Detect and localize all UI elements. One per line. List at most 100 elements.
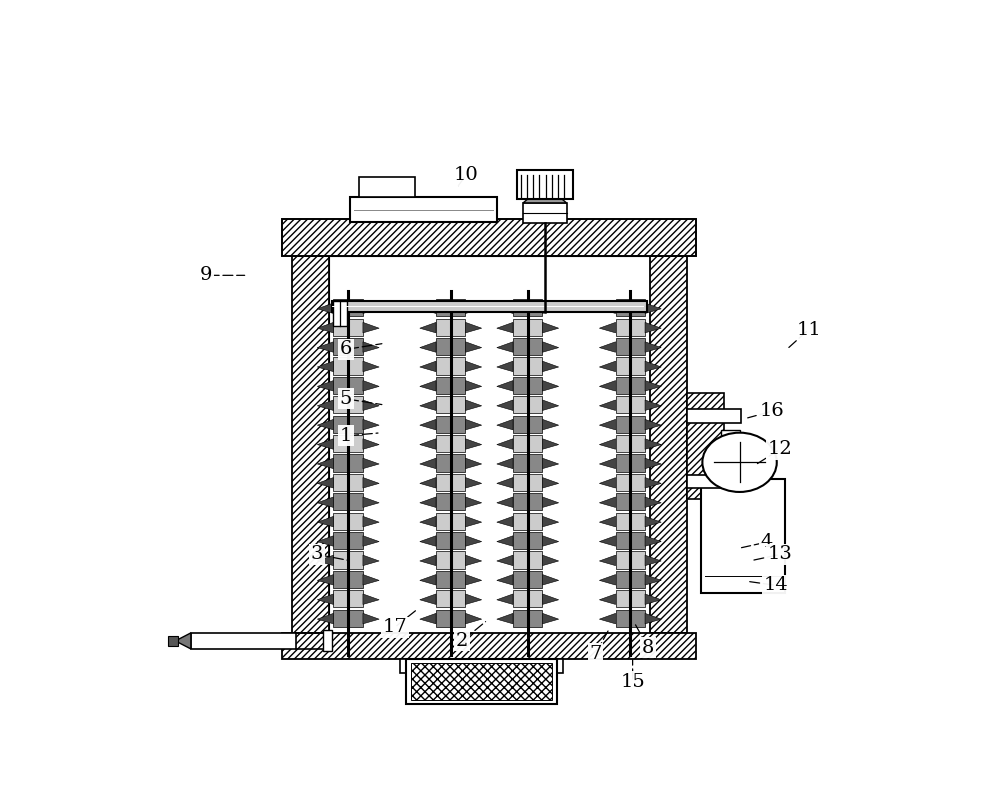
Polygon shape	[645, 458, 661, 468]
Polygon shape	[317, 497, 333, 508]
Polygon shape	[465, 594, 482, 605]
Polygon shape	[599, 614, 616, 624]
Polygon shape	[363, 400, 379, 411]
Bar	[513, 493, 542, 510]
Bar	[517, 170, 573, 199]
Bar	[282, 634, 696, 659]
Polygon shape	[599, 458, 616, 468]
Polygon shape	[317, 303, 333, 314]
Bar	[687, 393, 724, 499]
Polygon shape	[542, 439, 559, 449]
Bar	[616, 299, 645, 316]
Polygon shape	[465, 458, 482, 468]
Bar	[616, 318, 645, 336]
Bar	[616, 377, 645, 394]
Text: 6: 6	[340, 340, 352, 358]
Bar	[436, 377, 465, 394]
Text: 1: 1	[340, 427, 352, 445]
Polygon shape	[317, 516, 333, 527]
Polygon shape	[497, 555, 513, 565]
Polygon shape	[317, 400, 333, 411]
Polygon shape	[599, 516, 616, 527]
Bar	[513, 590, 542, 607]
Bar	[513, 532, 542, 549]
Text: 3: 3	[311, 545, 323, 564]
Polygon shape	[420, 614, 436, 624]
Bar	[616, 610, 645, 626]
Polygon shape	[363, 322, 379, 333]
Polygon shape	[599, 361, 616, 371]
Bar	[513, 512, 542, 529]
Polygon shape	[645, 614, 661, 624]
Polygon shape	[465, 361, 482, 371]
Bar	[436, 455, 465, 472]
Polygon shape	[542, 555, 559, 565]
Polygon shape	[542, 574, 559, 585]
Bar	[333, 571, 363, 588]
Bar	[616, 435, 645, 452]
Bar	[436, 358, 465, 375]
Polygon shape	[363, 342, 379, 352]
Text: 16: 16	[760, 402, 784, 420]
Polygon shape	[645, 361, 661, 371]
Polygon shape	[497, 303, 513, 314]
Polygon shape	[497, 574, 513, 585]
Text: 15: 15	[620, 673, 645, 691]
Polygon shape	[497, 477, 513, 488]
Polygon shape	[465, 322, 482, 333]
Bar	[436, 474, 465, 491]
Bar	[436, 610, 465, 626]
Bar	[359, 177, 415, 197]
Bar	[333, 474, 363, 491]
Polygon shape	[599, 303, 616, 314]
Polygon shape	[645, 536, 661, 546]
Bar	[333, 493, 363, 510]
Bar	[513, 474, 542, 491]
Polygon shape	[420, 594, 436, 605]
Bar	[616, 552, 645, 569]
Bar	[333, 302, 347, 326]
Text: 12: 12	[768, 440, 792, 459]
Polygon shape	[420, 477, 436, 488]
Polygon shape	[497, 400, 513, 411]
Bar	[436, 415, 465, 433]
Bar	[616, 512, 645, 529]
Polygon shape	[645, 439, 661, 449]
Polygon shape	[363, 477, 379, 488]
Bar	[333, 532, 363, 549]
Polygon shape	[363, 361, 379, 371]
Polygon shape	[599, 419, 616, 430]
Bar	[333, 377, 363, 394]
Polygon shape	[599, 477, 616, 488]
Polygon shape	[497, 497, 513, 508]
Polygon shape	[497, 439, 513, 449]
Bar	[436, 571, 465, 588]
Polygon shape	[363, 594, 379, 605]
Bar	[513, 435, 542, 452]
Polygon shape	[363, 536, 379, 546]
Polygon shape	[317, 342, 333, 352]
Bar	[616, 455, 645, 472]
Bar	[292, 226, 329, 634]
Polygon shape	[317, 477, 333, 488]
Circle shape	[702, 432, 777, 492]
Polygon shape	[465, 303, 482, 314]
Bar	[168, 636, 178, 646]
Bar	[436, 338, 465, 355]
Bar	[513, 396, 542, 413]
Bar	[513, 455, 542, 472]
Bar	[616, 532, 645, 549]
Polygon shape	[497, 614, 513, 624]
Polygon shape	[363, 303, 379, 314]
Bar	[436, 396, 465, 413]
Text: 9: 9	[200, 266, 213, 285]
Bar	[333, 590, 363, 607]
Bar	[513, 377, 542, 394]
Polygon shape	[175, 633, 191, 649]
Polygon shape	[542, 594, 559, 605]
Bar	[687, 475, 741, 488]
Polygon shape	[599, 381, 616, 391]
Bar	[721, 430, 740, 452]
Polygon shape	[420, 458, 436, 468]
Bar	[436, 512, 465, 529]
